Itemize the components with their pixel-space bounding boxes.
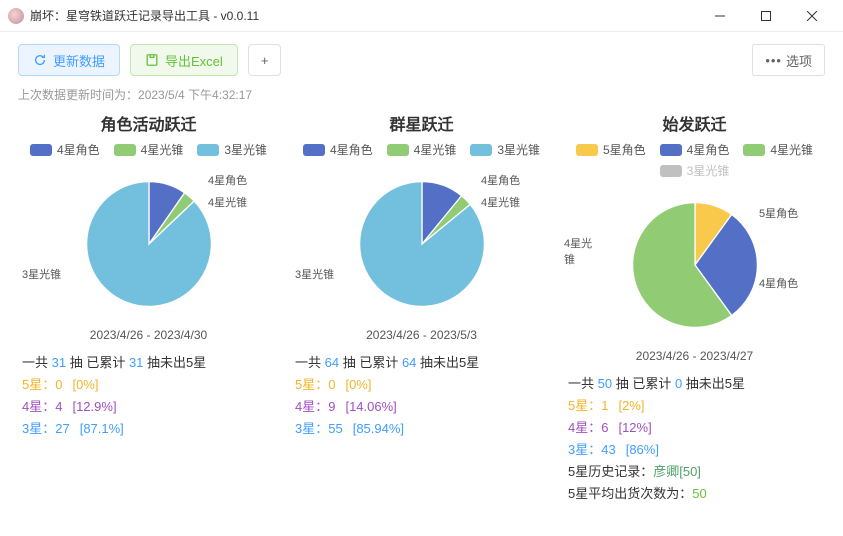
legend-label: 4星角色 — [57, 141, 100, 158]
export-button[interactable]: 导出Excel — [130, 44, 238, 76]
legend-item[interactable]: 4星光锥 — [743, 141, 813, 158]
stats-block: 一共 64 抽 已累计 64 抽未出5星5星：0[0%]4星：9[14.06%]… — [291, 352, 552, 440]
date-range: 2023/4/26 - 2023/4/27 — [564, 349, 825, 363]
summary-line: 一共 31 抽 已累计 31 抽未出5星 — [22, 352, 275, 374]
last-update-prefix: 上次数据更新时间为： — [18, 88, 138, 102]
stats-block: 一共 50 抽 已累计 0 抽未出5星5星：1[2%]4星：6[12%]3星：4… — [564, 373, 825, 506]
pie-slice-label: 5星角色 — [759, 205, 798, 221]
add-button[interactable]: + — [248, 44, 282, 76]
legend-label: 3星光锥 — [687, 162, 730, 179]
legend-label: 4星角色 — [687, 141, 730, 158]
titlebar: 崩坏：星穹铁道跃迁记录导出工具 - v0.0.11 — [0, 0, 843, 32]
refresh-button[interactable]: 更新数据 — [18, 44, 120, 76]
chart-legend: 4星角色 4星光锥 3星光锥 — [18, 141, 279, 158]
more-icon: ••• — [765, 53, 782, 68]
legend-label: 4星光锥 — [770, 141, 813, 158]
legend-label: 4星角色 — [330, 141, 373, 158]
pie-slice-label: 4星角色 — [759, 275, 798, 291]
rank-row: 3星：27[87.1%] — [22, 418, 275, 440]
legend-swatch — [660, 165, 682, 177]
rank-row: 5星：0[0%] — [22, 374, 275, 396]
banner-panel: 群星跃迁 4星角色 4星光锥 3星光锥 4星角色 4星光锥 3星光锥 2023/4/26 - … — [285, 111, 558, 506]
panel-title: 群星跃迁 — [291, 111, 552, 135]
legend-swatch — [576, 144, 598, 156]
pie-slice-label: 3星光锥 — [295, 266, 334, 282]
panel-title: 始发跃迁 — [564, 111, 825, 135]
rank-row: 4星：9[14.06%] — [295, 396, 548, 418]
legend-swatch — [303, 144, 325, 156]
banner-panel: 始发跃迁 5星角色 4星角色 4星光锥 3星光锥 5星角色 4星角色 4星光 锥 2023/4/… — [558, 111, 831, 506]
minimize-button[interactable] — [697, 0, 743, 32]
five-star-average: 5星平均出货次数为：50 — [568, 483, 821, 505]
legend-item[interactable]: 4星角色 — [660, 141, 730, 158]
legend-label: 3星光锥 — [497, 141, 540, 158]
legend-label: 4星光锥 — [414, 141, 457, 158]
panels: 角色活动跃迁 4星角色 4星光锥 3星光锥 4星角色 4星光锥 3星光锥 2023/4/26 … — [0, 111, 843, 506]
legend-item[interactable]: 4星角色 — [303, 141, 373, 158]
pie-slice-label: 4星光锥 — [208, 194, 247, 210]
export-label: 导出Excel — [165, 51, 223, 70]
options-button[interactable]: ••• 选项 — [752, 44, 825, 76]
date-range: 2023/4/26 - 2023/5/3 — [291, 328, 552, 342]
legend-item[interactable]: 5星角色 — [576, 141, 646, 158]
pie-chart: 4星角色 4星光锥 3星光锥 — [18, 164, 279, 324]
refresh-icon — [33, 53, 47, 67]
legend-item[interactable]: 3星光锥 — [660, 162, 730, 179]
summary-line: 一共 50 抽 已累计 0 抽未出5星 — [568, 373, 821, 395]
legend-swatch — [660, 144, 682, 156]
app-icon — [8, 8, 24, 24]
rank-row: 3星：55[85.94%] — [295, 418, 548, 440]
legend-swatch — [30, 144, 52, 156]
legend-item[interactable]: 4星光锥 — [387, 141, 457, 158]
legend-swatch — [387, 144, 409, 156]
five-star-history: 5星历史记录：彦卿[50] — [568, 461, 821, 483]
rank-row: 4星：4[12.9%] — [22, 396, 275, 418]
legend-item[interactable]: 3星光锥 — [470, 141, 540, 158]
add-label: + — [261, 53, 269, 68]
window-title: 崩坏：星穹铁道跃迁记录导出工具 - v0.0.11 — [30, 7, 259, 24]
pie-chart: 4星角色 4星光锥 3星光锥 — [291, 164, 552, 324]
close-button[interactable] — [789, 0, 835, 32]
pie-slice-label: 4星光锥 — [481, 194, 520, 210]
legend-swatch — [114, 144, 136, 156]
stats-block: 一共 31 抽 已累计 31 抽未出5星5星：0[0%]4星：4[12.9%]3… — [18, 352, 279, 440]
legend-item[interactable]: 4星光锥 — [114, 141, 184, 158]
toolbar: 更新数据 导出Excel + ••• 选项 — [0, 32, 843, 84]
legend-swatch — [470, 144, 492, 156]
refresh-label: 更新数据 — [53, 51, 105, 70]
legend-swatch — [743, 144, 765, 156]
rank-row: 5星：0[0%] — [295, 374, 548, 396]
last-update-time: 2023/5/4 下午4:32:17 — [138, 88, 252, 102]
pie-slice-label: 4星角色 — [208, 172, 247, 188]
pie-slice-label: 3星光锥 — [22, 266, 61, 282]
legend-label: 5星角色 — [603, 141, 646, 158]
chart-legend: 5星角色 4星角色 4星光锥 3星光锥 — [564, 141, 825, 179]
last-update: 上次数据更新时间为：2023/5/4 下午4:32:17 — [0, 84, 843, 111]
export-icon — [145, 53, 159, 67]
date-range: 2023/4/26 - 2023/4/30 — [18, 328, 279, 342]
rank-row: 4星：6[12%] — [568, 417, 821, 439]
legend-item[interactable]: 4星角色 — [30, 141, 100, 158]
pie-chart: 5星角色 4星角色 4星光 锥 — [564, 185, 825, 345]
rank-row: 5星：1[2%] — [568, 395, 821, 417]
legend-item[interactable]: 3星光锥 — [197, 141, 267, 158]
options-label: 选项 — [786, 51, 812, 70]
legend-label: 3星光锥 — [224, 141, 267, 158]
legend-label: 4星光锥 — [141, 141, 184, 158]
panel-title: 角色活动跃迁 — [18, 111, 279, 135]
pie-slice-label: 4星角色 — [481, 172, 520, 188]
summary-line: 一共 64 抽 已累计 64 抽未出5星 — [295, 352, 548, 374]
banner-panel: 角色活动跃迁 4星角色 4星光锥 3星光锥 4星角色 4星光锥 3星光锥 2023/4/26 … — [12, 111, 285, 506]
legend-swatch — [197, 144, 219, 156]
maximize-button[interactable] — [743, 0, 789, 32]
pie-slice-label: 4星光 锥 — [564, 235, 592, 267]
rank-row: 3星：43[86%] — [568, 439, 821, 461]
chart-legend: 4星角色 4星光锥 3星光锥 — [291, 141, 552, 158]
